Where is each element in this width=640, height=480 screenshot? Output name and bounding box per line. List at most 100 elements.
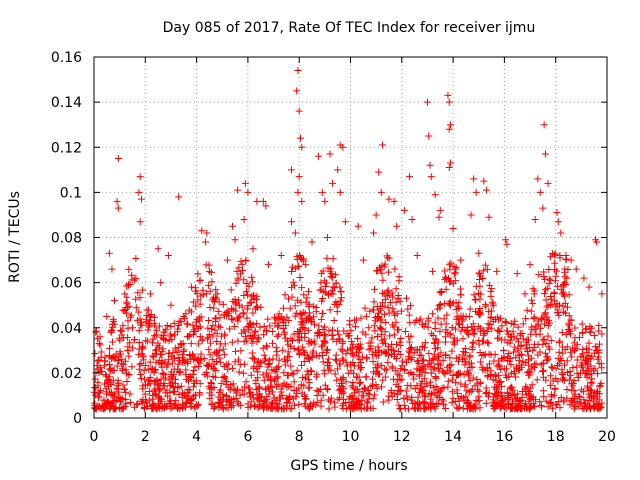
data-point bbox=[102, 371, 110, 379]
data-point bbox=[470, 325, 478, 333]
data-point bbox=[206, 303, 214, 311]
data-point bbox=[268, 366, 276, 374]
data-point bbox=[430, 364, 438, 372]
data-point bbox=[566, 330, 574, 338]
data-point bbox=[429, 355, 437, 363]
data-point bbox=[510, 348, 518, 356]
data-point bbox=[529, 300, 537, 308]
data-point bbox=[586, 328, 594, 336]
y-tick-label: 0.14 bbox=[51, 95, 82, 111]
data-point bbox=[428, 390, 436, 398]
data-point bbox=[331, 403, 339, 411]
data-point bbox=[547, 391, 555, 399]
data-point bbox=[264, 403, 272, 411]
data-point bbox=[540, 393, 548, 401]
data-point bbox=[322, 332, 330, 340]
data-point bbox=[200, 355, 208, 363]
data-point bbox=[323, 346, 331, 354]
data-point bbox=[264, 363, 272, 371]
data-point bbox=[522, 315, 530, 323]
data-point bbox=[146, 376, 154, 384]
data-point bbox=[132, 295, 140, 303]
data-point bbox=[396, 351, 404, 359]
data-point bbox=[425, 349, 433, 357]
data-point bbox=[318, 351, 326, 359]
data-point bbox=[494, 388, 502, 396]
data-point bbox=[302, 394, 310, 402]
data-point bbox=[279, 318, 287, 326]
data-point bbox=[265, 390, 273, 398]
data-point bbox=[222, 361, 230, 369]
data-point bbox=[120, 404, 128, 412]
data-point bbox=[332, 271, 340, 279]
data-point bbox=[495, 362, 503, 370]
data-point bbox=[298, 143, 306, 151]
data-point bbox=[228, 315, 236, 323]
data-point bbox=[300, 348, 308, 356]
data-point bbox=[394, 292, 402, 300]
data-point bbox=[232, 387, 240, 395]
data-point bbox=[510, 321, 518, 329]
data-point bbox=[572, 265, 580, 273]
data-point bbox=[164, 392, 172, 400]
data-point bbox=[318, 188, 326, 196]
data-point bbox=[275, 321, 283, 329]
data-point bbox=[152, 391, 160, 399]
data-point bbox=[106, 365, 114, 373]
data-point bbox=[370, 322, 378, 330]
data-point bbox=[435, 353, 443, 361]
data-point bbox=[123, 378, 131, 386]
data-point bbox=[413, 365, 421, 373]
data-point bbox=[417, 315, 425, 323]
data-point bbox=[361, 304, 369, 312]
data-point bbox=[518, 329, 526, 337]
data-point bbox=[207, 325, 215, 333]
data-point bbox=[157, 360, 165, 368]
data-point bbox=[163, 363, 171, 371]
data-point bbox=[494, 334, 502, 342]
data-point bbox=[432, 374, 440, 382]
data-point bbox=[247, 398, 255, 406]
data-point bbox=[522, 345, 530, 353]
data-point bbox=[223, 256, 231, 264]
data-point bbox=[285, 317, 293, 325]
data-point bbox=[110, 366, 118, 374]
data-point bbox=[347, 345, 355, 353]
x-tick-label: 6 bbox=[243, 429, 252, 445]
data-point bbox=[434, 314, 442, 322]
data-point bbox=[221, 330, 229, 338]
data-point bbox=[554, 306, 562, 314]
data-point bbox=[333, 308, 341, 316]
data-point bbox=[557, 394, 565, 402]
data-point bbox=[241, 328, 249, 336]
data-point bbox=[296, 273, 304, 281]
data-point bbox=[435, 213, 443, 221]
data-point bbox=[155, 322, 163, 330]
data-point bbox=[358, 388, 366, 396]
data-point bbox=[413, 252, 421, 260]
data-point bbox=[381, 340, 389, 348]
data-point bbox=[440, 400, 448, 408]
data-point bbox=[356, 355, 364, 363]
data-point bbox=[326, 150, 334, 158]
data-point bbox=[277, 252, 285, 260]
data-point bbox=[290, 378, 298, 386]
data-point bbox=[495, 357, 503, 365]
data-point bbox=[369, 306, 377, 314]
data-point bbox=[91, 375, 99, 383]
data-point bbox=[175, 193, 183, 201]
data-point bbox=[214, 307, 222, 315]
data-point bbox=[507, 361, 515, 369]
data-point bbox=[211, 348, 219, 356]
data-point bbox=[463, 327, 471, 335]
data-point bbox=[293, 367, 301, 375]
data-point bbox=[154, 245, 162, 253]
data-point bbox=[483, 265, 491, 273]
data-point bbox=[345, 332, 353, 340]
data-point bbox=[541, 309, 549, 317]
data-point bbox=[321, 331, 329, 339]
data-point bbox=[555, 398, 563, 406]
data-point bbox=[413, 358, 421, 366]
data-point bbox=[247, 292, 255, 300]
data-point bbox=[354, 222, 362, 230]
